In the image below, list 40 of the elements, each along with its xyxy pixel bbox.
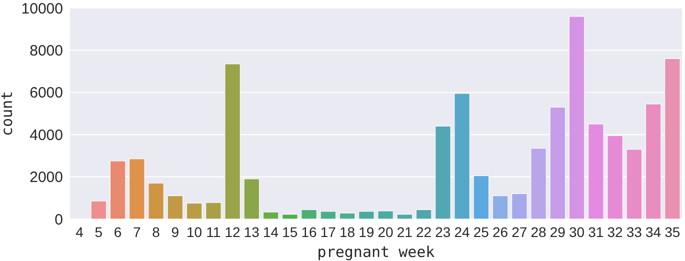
x-tick-label: 20 xyxy=(378,224,394,240)
x-tick-label: 27 xyxy=(512,224,528,240)
x-tick-label: 34 xyxy=(646,224,662,240)
x-tick-label: 15 xyxy=(282,224,298,240)
x-tick-label: 11 xyxy=(206,224,221,240)
x-tick-label: 16 xyxy=(301,224,318,240)
x-tick-label: 5 xyxy=(94,224,103,240)
y-tick-label: 4000 xyxy=(30,126,63,144)
x-tick-label: 18 xyxy=(340,224,356,240)
x-tick-label: 10 xyxy=(186,224,202,240)
y-tick-label: 10000 xyxy=(21,0,63,18)
x-tick-label: 6 xyxy=(114,224,122,240)
y-axis-title: count xyxy=(0,90,16,136)
x-tick-label: 19 xyxy=(358,224,374,240)
x-tick-label: 31 xyxy=(588,224,604,240)
x-tick-label: 24 xyxy=(454,224,470,240)
x-tick-label: 9 xyxy=(171,224,180,240)
x-tick-label: 28 xyxy=(530,224,547,240)
x-tick-label: 33 xyxy=(626,224,642,240)
x-tick-label: 26 xyxy=(492,224,508,240)
x-tick-label: 29 xyxy=(550,224,566,240)
x-tick-label: 23 xyxy=(435,224,451,240)
x-tick-label: 12 xyxy=(224,224,241,240)
x-tick-label: 21 xyxy=(396,224,413,240)
x-tick-label: 22 xyxy=(416,224,432,240)
x-tick-label: 8 xyxy=(152,224,160,240)
x-tick-label: 4 xyxy=(76,224,84,240)
x-tick-label: 32 xyxy=(607,224,624,240)
x-tick-label: 14 xyxy=(263,224,279,240)
x-tick-label: 13 xyxy=(244,224,260,240)
y-tick-label: 2000 xyxy=(30,169,63,186)
x-tick-label: 7 xyxy=(133,224,142,240)
x-tick-label: 17 xyxy=(320,224,336,240)
y-tick-label: 8000 xyxy=(30,42,63,60)
y-tick-label: 6000 xyxy=(30,84,63,102)
x-tick-label: 25 xyxy=(473,224,490,240)
x-axis-title: pregnant week xyxy=(317,243,435,261)
x-tick-label: 30 xyxy=(569,224,585,240)
x-tick-label: 35 xyxy=(664,224,680,240)
y-tick-label: 0 xyxy=(54,211,63,228)
